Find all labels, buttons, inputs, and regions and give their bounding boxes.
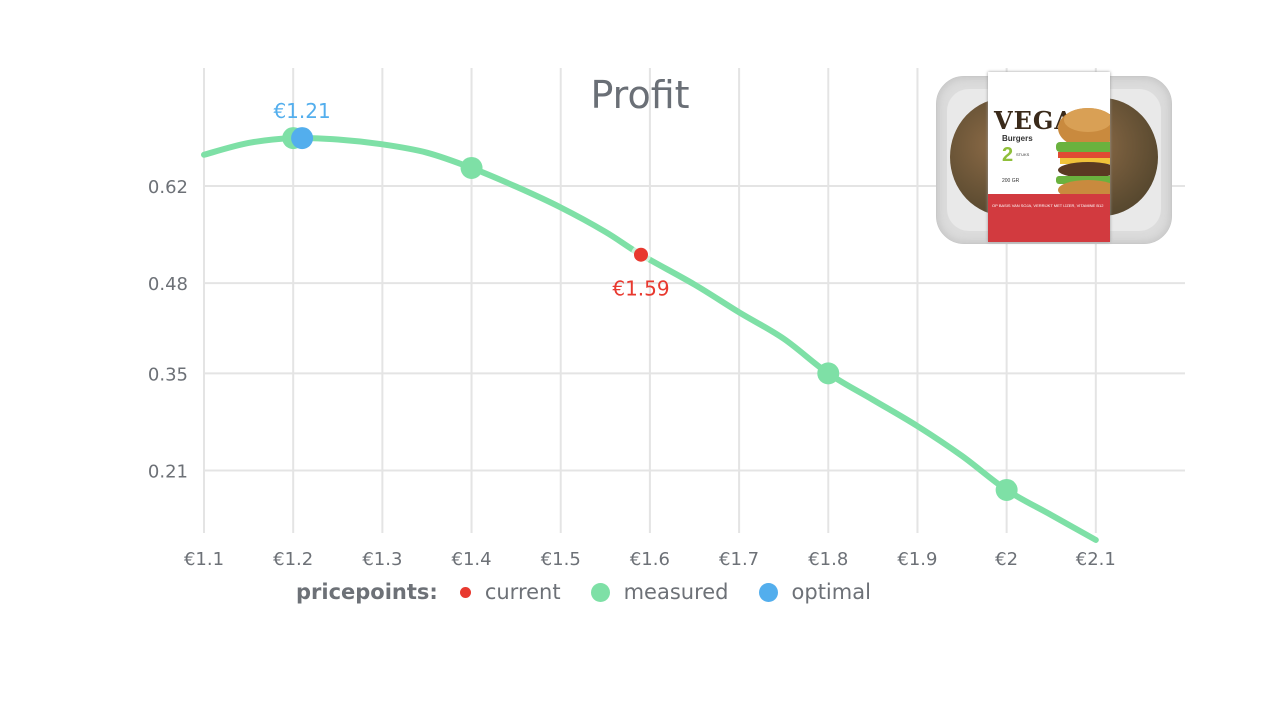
x-tick-label: €2: [995, 549, 1018, 570]
current-point: [633, 247, 648, 262]
legend-label-measured: measured: [623, 580, 729, 604]
y-tick-label: 0.48: [148, 274, 188, 295]
package-count-text: 2: [1002, 144, 1014, 166]
legend-label-current: current: [484, 580, 561, 604]
legend-label-optimal: optimal: [791, 580, 871, 604]
x-tick-label: €1.4: [452, 549, 492, 570]
x-tick-label: €1.5: [541, 549, 581, 570]
legend-title: pricepoints:: [296, 580, 438, 604]
y-tick-label: 0.21: [148, 462, 188, 483]
package-sub-text: Burgers: [1002, 134, 1033, 143]
package-stuks-text: STUKS: [1016, 152, 1030, 157]
optimal-price-annotation: €1.21: [273, 99, 330, 123]
chart-title: Profit: [590, 73, 689, 117]
legend: pricepoints: current measured optimal: [296, 577, 901, 607]
current-price-annotation: €1.59: [612, 277, 669, 301]
measured-point: [817, 362, 840, 385]
x-tick-label: €1.9: [897, 549, 937, 570]
legend-dot-optimal: [758, 582, 778, 602]
package-label: VEGAN Burgers 2 STUKS 200 GR OP BASIS VA…: [988, 72, 1110, 242]
x-tick-label: €1.3: [362, 549, 402, 570]
vegan-burgers-package-image: VEGAN Burgers 2 STUKS 200 GR OP BASIS VA…: [936, 72, 1172, 247]
y-tick-label: 0.35: [148, 364, 188, 385]
y-tick-label: 0.62: [148, 177, 188, 198]
package-weight-text: 200 GR: [1002, 178, 1020, 184]
measured-point: [995, 478, 1018, 501]
axis-ticks: €1.1 €1.2 €1.3 €1.4 €1.5 €1.6 €1.7 €1.8 €1.9 €2 €2…: [148, 177, 1116, 570]
pricepoints: [282, 127, 1018, 501]
legend-dot-current: [459, 586, 471, 598]
legend-item-current: current: [459, 580, 561, 604]
x-tick-label: €2.1: [1076, 549, 1116, 570]
package-fine-text: OP BASIS VAN SOJA, VERRIJKT MET IJZER, V…: [992, 203, 1104, 208]
x-tick-label: €1.8: [808, 549, 848, 570]
burger-illustration-icon: [1056, 108, 1110, 200]
legend-item-optimal: optimal: [758, 580, 871, 604]
legend-item-measured: measured: [590, 580, 729, 604]
legend-dot-measured: [590, 582, 610, 602]
x-tick-label: €1.6: [630, 549, 670, 570]
x-tick-label: €1.1: [184, 549, 224, 570]
x-tick-label: €1.2: [273, 549, 313, 570]
measured-point: [460, 156, 483, 179]
x-tick-label: €1.7: [719, 549, 759, 570]
package-label-band: OP BASIS VAN SOJA, VERRIJKT MET IJZER, V…: [988, 194, 1110, 242]
optimal-point: [291, 127, 314, 150]
